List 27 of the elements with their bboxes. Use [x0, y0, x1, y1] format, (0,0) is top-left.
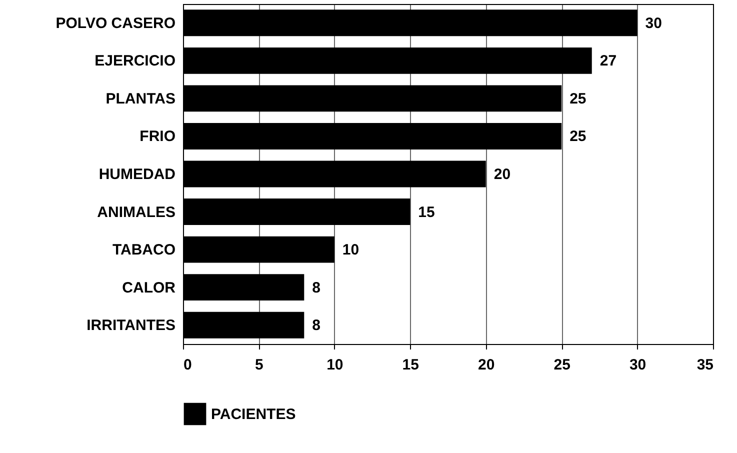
y-tick-label: EJERCICIO [94, 52, 176, 70]
x-tick-label: 0 [184, 356, 192, 374]
data-label: 15 [418, 204, 435, 221]
x-tick-label: 5 [255, 356, 264, 374]
y-tick-label: FRIO [140, 128, 176, 146]
y-tick-label: IRRITANTES [86, 317, 176, 334]
data-label: 30 [645, 14, 662, 32]
data-label: 8 [312, 279, 320, 296]
data-label: 25 [570, 128, 586, 146]
x-tick-label: 20 [478, 356, 495, 374]
y-tick-label: ANIMALES [97, 204, 176, 221]
legend-label: PACIENTES [211, 406, 296, 423]
data-label: 25 [570, 90, 586, 108]
y-tick-label: POLVO CASERO [56, 14, 176, 32]
y-tick-label: TABACO [112, 242, 176, 259]
x-tick-label: 35 [696, 356, 714, 374]
data-label: 10 [342, 242, 360, 259]
y-tick-label: PLANTAS [106, 90, 176, 108]
x-tick-label: 30 [629, 356, 646, 374]
data-label: 20 [494, 166, 511, 183]
x-tick-label: 25 [554, 356, 570, 374]
data-label: 27 [600, 52, 617, 70]
data-label: 8 [312, 317, 320, 334]
y-tick-label: HUMEDAD [98, 166, 176, 183]
x-tick-label: 15 [402, 356, 419, 374]
y-tick-label: CALOR [122, 279, 176, 296]
x-tick-label: 10 [326, 356, 344, 374]
